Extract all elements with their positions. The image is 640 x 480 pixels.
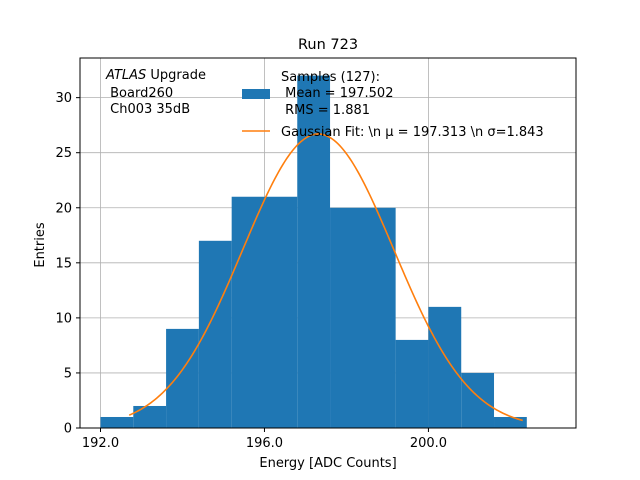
histogram-bar-6 xyxy=(330,207,396,428)
annotation-line-3: Ch003 35dB xyxy=(106,102,190,117)
histogram-bar-8 xyxy=(428,306,462,428)
legend-entry-histogram-2: Mean = 197.502 xyxy=(281,86,393,101)
y-axis-ticks: 0 5 10 15 20 25 30 xyxy=(55,91,80,437)
atlas-annotation: ATLAS Upgrade Board260 Ch003 35dB xyxy=(105,68,206,117)
annotation-upgrade: Upgrade xyxy=(146,68,206,83)
legend: Samples (127): Mean = 197.502 RMS = 1.88… xyxy=(242,70,544,140)
y-tick-label-5: 25 xyxy=(55,146,72,161)
x-tick-label-0: 192.0 xyxy=(82,436,119,451)
histogram-bars xyxy=(100,75,527,428)
annotation-atlas: ATLAS xyxy=(105,68,146,83)
annotation-line-2: Board260 xyxy=(106,86,173,101)
legend-entry-fit: Gaussian Fit: \n μ = 197.313 \n σ=1.843 xyxy=(281,125,544,140)
plot-frame xyxy=(79,57,577,429)
y-tick-label-3: 15 xyxy=(55,256,72,271)
y-tick-label-2: 10 xyxy=(55,311,72,326)
y-axis-label: Entries xyxy=(33,222,48,268)
gaussian-fit xyxy=(128,133,523,422)
histogram-bar-9 xyxy=(461,372,495,428)
x-tick-label-1: 196.0 xyxy=(246,436,283,451)
annotation-line-1: ATLAS Upgrade xyxy=(105,68,206,83)
y-tick-label-4: 20 xyxy=(55,201,72,216)
histogram-bar-10 xyxy=(494,416,527,428)
x-tick-label-2: 200.0 xyxy=(410,436,447,451)
histogram-bar-0 xyxy=(100,416,134,428)
legend-entry-histogram-1: Samples (127): xyxy=(281,70,380,85)
histogram-bar-1 xyxy=(133,405,167,428)
y-tick-label-6: 30 xyxy=(55,91,72,106)
gaussian-fit-line xyxy=(128,133,523,422)
histogram-bar-4 xyxy=(231,196,298,428)
histogram-bar-7 xyxy=(395,339,429,428)
y-tick-label-1: 5 xyxy=(64,366,72,381)
x-axis-label: Energy [ADC Counts] xyxy=(259,456,396,471)
legend-entry-histogram-3: RMS = 1.881 xyxy=(281,103,370,118)
histogram-bar-2 xyxy=(166,328,199,428)
legend-swatch-histogram xyxy=(242,89,270,99)
chart-title: Run 723 xyxy=(298,37,358,53)
y-tick-label-0: 0 xyxy=(64,422,72,437)
x-axis-ticks: 192.0 196.0 200.0 xyxy=(82,428,447,451)
